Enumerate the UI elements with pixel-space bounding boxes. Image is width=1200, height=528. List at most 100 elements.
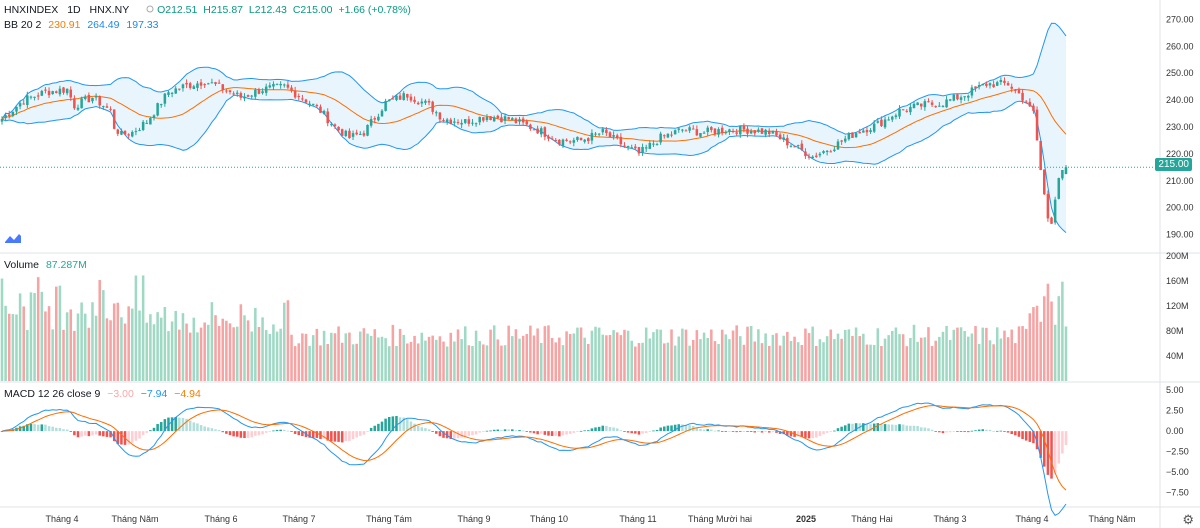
candle-body (525, 121, 529, 125)
macd-histogram-bar (579, 430, 583, 432)
candle-body (767, 130, 771, 135)
macd-histogram-bar (670, 425, 673, 432)
candle-body (568, 141, 572, 143)
macd-histogram-bar (938, 431, 941, 433)
volume-bar (1046, 283, 1050, 381)
volume-bar (970, 333, 974, 381)
macd-histogram-bar (652, 430, 655, 432)
candle-body (977, 85, 981, 87)
macd-histogram-bar (503, 429, 507, 432)
time-tick-label: Tháng 10 (530, 514, 568, 524)
candle-body (311, 103, 315, 105)
symbol-name[interactable]: HNXINDEX (4, 4, 59, 16)
candle-body (521, 118, 525, 123)
macd-histogram-bar (771, 431, 775, 433)
candle-body (235, 92, 239, 94)
macd-histogram-bar (76, 431, 80, 438)
volume-bar (467, 345, 471, 381)
macd-histogram-bar (967, 431, 970, 433)
volume-bar (199, 327, 203, 381)
candle-body (941, 105, 945, 107)
volume-bar (825, 336, 829, 381)
candle-body (684, 130, 688, 132)
volume-bar (47, 306, 51, 381)
candle-body (749, 131, 753, 134)
tradingview-logo[interactable] (4, 231, 22, 245)
candle-body (380, 110, 384, 117)
candle-body (815, 155, 818, 157)
volume-bar (279, 328, 282, 381)
bb-name: BB 20 2 (4, 19, 42, 31)
candle-body (55, 91, 58, 93)
candle-body (1014, 89, 1017, 91)
macd-histogram-bar (424, 428, 427, 432)
candle-body (315, 104, 319, 107)
macd-histogram-bar (188, 420, 192, 432)
volume-bar (489, 329, 492, 381)
candle-body (261, 91, 264, 94)
volume-bar (923, 337, 927, 381)
bb-upper: 264.49 (87, 19, 120, 31)
volume-legend[interactable]: Volume 87.287M (4, 259, 93, 271)
volume-bar (872, 344, 876, 381)
time-tick-label: Tháng 3 (933, 514, 966, 524)
candle-body (681, 129, 684, 131)
macd-legend[interactable]: MACD 12 26 close 9 −3.00 −7.94 −4.94 (4, 388, 207, 400)
volume-bar (876, 328, 880, 381)
candle-body (330, 124, 333, 126)
volume-bar (503, 345, 507, 381)
bb-basis: 230.91 (48, 19, 81, 31)
volume-bar (930, 345, 934, 381)
candle-body (800, 143, 804, 150)
macd-histogram-bar (1014, 431, 1017, 436)
volume-bar (1028, 313, 1032, 381)
volume-bar (69, 309, 73, 381)
volume-bar (4, 305, 7, 381)
volume-bar (369, 335, 373, 381)
volume-bar (717, 343, 720, 381)
candle-body (927, 101, 930, 103)
volume-bar (1024, 328, 1028, 381)
volume-bar (670, 329, 673, 381)
volume-bar (1014, 343, 1017, 381)
candle-body (1039, 140, 1042, 170)
candle-body (250, 95, 253, 97)
volume-bar (492, 325, 496, 381)
macd-histogram-bar (199, 425, 203, 432)
time-tick-label: Tháng 7 (282, 514, 315, 524)
volume-bar (359, 331, 362, 381)
macd-histogram-bar (713, 430, 717, 432)
macd-histogram-bar (116, 431, 120, 445)
macd-histogram-bar (243, 431, 246, 439)
volume-bar (402, 334, 405, 381)
candle-body (710, 127, 713, 131)
volume-bar (869, 344, 872, 381)
volume-bar (156, 312, 159, 381)
macd-histogram-bar (536, 431, 539, 435)
macd-histogram-bar (102, 431, 105, 437)
macd-histogram-bar (420, 427, 424, 432)
interval-label[interactable]: 1D (67, 4, 81, 16)
volume-bar (601, 334, 605, 381)
macd-histogram-bar (572, 431, 576, 433)
macd-histogram-bar (406, 419, 409, 432)
candle-body (210, 82, 214, 84)
bb-legend[interactable]: BB 20 2 230.91 264.49 197.33 (4, 19, 165, 31)
candle-body (883, 119, 887, 128)
volume-bar (445, 346, 449, 381)
volume-bar (710, 329, 713, 381)
candle-body (739, 125, 742, 135)
volume-bar (749, 325, 753, 381)
candle-body (463, 119, 467, 123)
candle-body (822, 151, 825, 153)
volume-bar (496, 339, 500, 381)
settings-gear-icon[interactable]: ⚙ (1182, 512, 1194, 527)
macd-histogram-bar (521, 430, 525, 432)
volume-bar (406, 343, 409, 381)
volume-bar (384, 338, 387, 381)
macd-histogram-bar (174, 417, 177, 432)
macd-histogram-bar (558, 431, 561, 437)
candle-body (1006, 83, 1010, 86)
candle-body (1050, 217, 1053, 224)
